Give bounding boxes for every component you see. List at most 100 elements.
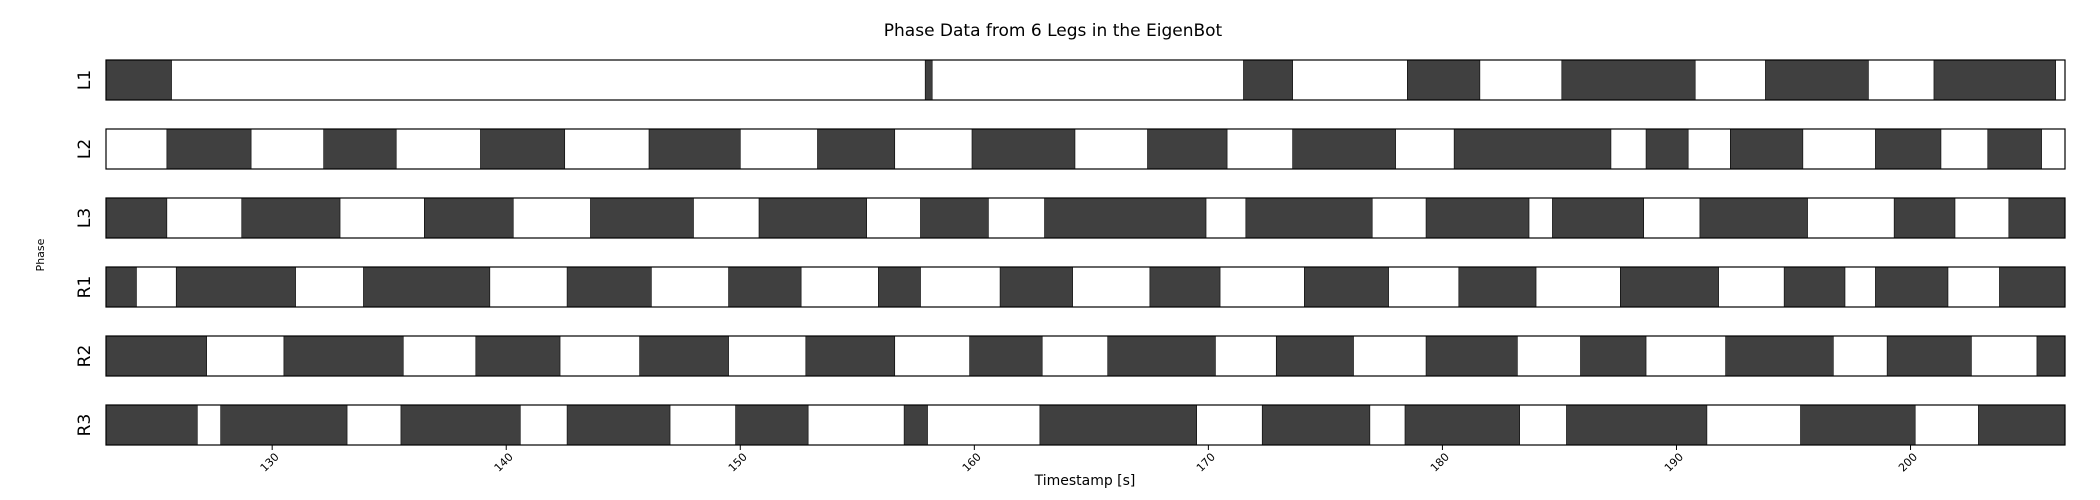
stance-segment bbox=[817, 128, 896, 170]
stance-segment bbox=[1275, 335, 1354, 377]
stance-segment bbox=[105, 404, 198, 446]
stance-segment bbox=[363, 266, 491, 308]
stance-segment bbox=[1458, 266, 1537, 308]
stance-segment bbox=[1243, 59, 1293, 101]
stance-segment bbox=[639, 335, 729, 377]
stance-segment bbox=[175, 266, 296, 308]
x-tick-label: 190 bbox=[1662, 451, 1686, 475]
stance-segment bbox=[1875, 266, 1949, 308]
stance-segment bbox=[1404, 404, 1520, 446]
lane-r3: R3 bbox=[75, 404, 2066, 446]
lane-label: R3 bbox=[75, 414, 95, 437]
lane-label: L1 bbox=[75, 70, 95, 90]
stance-segment bbox=[1875, 128, 1942, 170]
lane-label: L3 bbox=[75, 208, 95, 228]
stance-segment bbox=[1304, 266, 1389, 308]
x-tick-label: 140 bbox=[492, 451, 516, 475]
stance-segment bbox=[805, 335, 896, 377]
stance-segment bbox=[1783, 266, 1846, 308]
stance-segment bbox=[1580, 335, 1647, 377]
stance-segment bbox=[2008, 197, 2066, 239]
stance-segment bbox=[480, 128, 566, 170]
lane-l2: L2 bbox=[75, 128, 2066, 170]
stance-segment bbox=[1730, 128, 1804, 170]
stance-segment bbox=[969, 335, 1043, 377]
lane-l3: L3 bbox=[75, 197, 2066, 239]
x-tick-label: 130 bbox=[258, 451, 282, 475]
stance-segment bbox=[566, 266, 652, 308]
stance-segment bbox=[1292, 128, 1396, 170]
stance-segment bbox=[971, 128, 1076, 170]
lane-frame bbox=[105, 335, 2066, 377]
lane-l1: L1 bbox=[75, 59, 2066, 101]
x-tick-label: 160 bbox=[960, 451, 984, 475]
stance-segment bbox=[1765, 59, 1869, 101]
stance-segment bbox=[1261, 404, 1371, 446]
stance-segment bbox=[1149, 266, 1221, 308]
stance-segment bbox=[1453, 128, 1612, 170]
x-tick-label: 150 bbox=[726, 451, 750, 475]
lane-label: R1 bbox=[75, 276, 95, 299]
stance-segment bbox=[566, 404, 671, 446]
y-axis-label: Phase bbox=[34, 238, 47, 271]
stance-segment bbox=[475, 335, 561, 377]
stance-segment bbox=[1800, 404, 1916, 446]
stance-segment bbox=[1699, 197, 1808, 239]
stance-segment bbox=[400, 404, 521, 446]
stance-segment bbox=[1645, 128, 1689, 170]
lane-label: L2 bbox=[75, 139, 95, 159]
stance-segment bbox=[105, 266, 137, 308]
stance-segment bbox=[166, 128, 252, 170]
stance-segment bbox=[1933, 59, 2056, 101]
stance-segment bbox=[424, 197, 514, 239]
x-tick-label: 180 bbox=[1428, 451, 1452, 475]
stance-segment bbox=[1039, 404, 1197, 446]
stance-segment bbox=[1044, 197, 1207, 239]
stance-segment bbox=[105, 59, 172, 101]
stance-segment bbox=[1147, 128, 1228, 170]
stance-segment bbox=[1425, 335, 1518, 377]
lane-label: R2 bbox=[75, 345, 95, 368]
stance-segment bbox=[1245, 197, 1373, 239]
lane-frame bbox=[105, 404, 2066, 446]
stance-segment bbox=[2036, 335, 2066, 377]
stance-segment bbox=[1987, 128, 2042, 170]
stance-segment bbox=[283, 335, 404, 377]
stance-segment bbox=[1620, 266, 1719, 308]
lane-frame bbox=[105, 197, 2066, 239]
stance-segment bbox=[1886, 335, 1972, 377]
x-axis-label: Timestamp [s] bbox=[1034, 473, 1136, 489]
stance-segment bbox=[1999, 266, 2066, 308]
stance-segment bbox=[241, 197, 341, 239]
stance-segment bbox=[1725, 335, 1834, 377]
stance-segment bbox=[1893, 197, 1956, 239]
stance-segment bbox=[1978, 404, 2066, 446]
stance-segment bbox=[920, 197, 989, 239]
stance-segment bbox=[999, 266, 1073, 308]
stance-segment bbox=[323, 128, 397, 170]
stance-segment bbox=[590, 197, 694, 239]
stance-segment bbox=[1107, 335, 1216, 377]
stance-segment bbox=[924, 59, 933, 101]
stance-segment bbox=[105, 335, 207, 377]
lane-r1: R1 bbox=[75, 266, 2066, 308]
lanes: L1 L2 L3 R1 R2 R3 bbox=[75, 59, 2066, 446]
stance-segment bbox=[1561, 59, 1696, 101]
lane-frame bbox=[105, 59, 2066, 101]
stance-segment bbox=[735, 404, 809, 446]
lane-frame bbox=[105, 266, 2066, 308]
stance-segment bbox=[648, 128, 741, 170]
stance-segment bbox=[220, 404, 348, 446]
stance-segment bbox=[105, 197, 168, 239]
stance-segment bbox=[728, 266, 802, 308]
stance-segment bbox=[1566, 404, 1708, 446]
lane-background bbox=[106, 60, 2065, 100]
stance-segment bbox=[758, 197, 867, 239]
x-tick-label: 200 bbox=[1896, 451, 1920, 475]
x-axis-ticks: 130 140 150 160 170 180 190 200 bbox=[258, 445, 1920, 475]
stance-segment bbox=[1552, 197, 1645, 239]
stance-segment bbox=[878, 266, 921, 308]
stance-segment bbox=[903, 404, 928, 446]
